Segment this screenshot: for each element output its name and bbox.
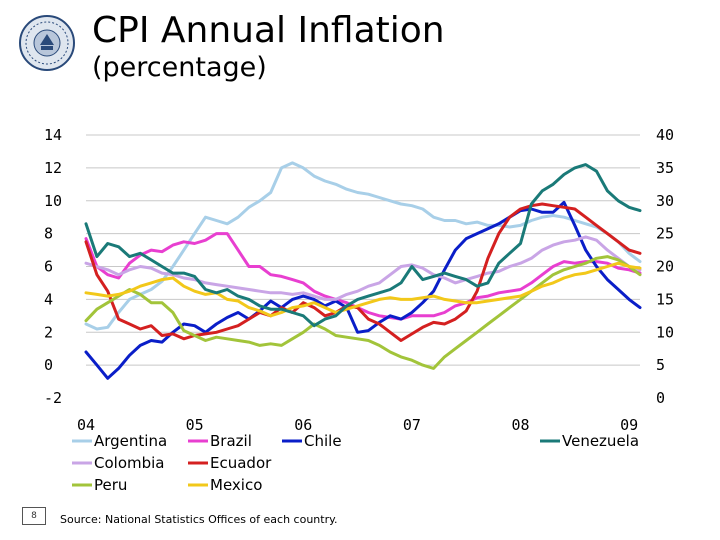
series-line-mexico <box>84 261 642 318</box>
left-tick-label-2: 2 <box>44 323 53 341</box>
x-tick-label-04: 04 <box>77 416 95 434</box>
right-tick-label-30: 30 <box>656 192 674 210</box>
legend-label-peru: Peru <box>94 476 127 494</box>
legend-label-venezuela: Venezuela <box>562 432 639 450</box>
right-tick-label-40: 40 <box>656 126 674 144</box>
left-tick-label-8: 8 <box>44 225 53 243</box>
legend-label-colombia: Colombia <box>94 454 165 472</box>
series-line-colombia <box>84 235 642 301</box>
x-tick-label-07: 07 <box>403 416 421 434</box>
series-line-brazil <box>84 232 642 321</box>
legend-label-mexico: Mexico <box>210 476 262 494</box>
right-tick-label-0: 0 <box>656 389 665 407</box>
page-subtitle: (percentage) <box>92 52 267 83</box>
series-line-peru <box>84 255 642 370</box>
x-tick-label-06: 06 <box>294 416 312 434</box>
series-line-argentina <box>84 161 642 331</box>
left-tick-label-0: 0 <box>44 356 53 374</box>
legend-label-ecuador: Ecuador <box>210 454 272 472</box>
right-tick-label-10: 10 <box>656 323 674 341</box>
right-tick-label-5: 5 <box>656 356 665 374</box>
right-tick-label-25: 25 <box>656 225 674 243</box>
left-tick-label-14: 14 <box>44 126 62 144</box>
right-tick-label-20: 20 <box>656 258 674 276</box>
left-tick-label-2: -2 <box>44 389 62 407</box>
left-tick-label-10: 10 <box>44 192 62 210</box>
x-tick-label-08: 08 <box>511 416 529 434</box>
institution-seal-icon <box>18 14 76 72</box>
right-tick-label-15: 15 <box>656 290 674 308</box>
left-tick-label-6: 6 <box>44 258 53 276</box>
left-tick-label-4: 4 <box>44 290 53 308</box>
left-tick-label-12: 12 <box>44 159 62 177</box>
x-tick-label-05: 05 <box>186 416 204 434</box>
source-note: Source: National Statistics Offices of e… <box>60 513 338 526</box>
legend-label-brazil: Brazil <box>210 432 252 450</box>
page-title: CPI Annual Inflation <box>92 10 445 51</box>
series-line-chile <box>84 200 642 380</box>
legend-label-chile: Chile <box>304 432 342 450</box>
legend-label-argentina: Argentina <box>94 432 167 450</box>
right-tick-label-35: 35 <box>656 159 674 177</box>
page-number: 8 <box>22 507 46 525</box>
series-line-ecuador <box>84 202 642 342</box>
series-line-venezuela <box>84 163 642 328</box>
x-tick-label-09: 09 <box>620 416 638 434</box>
